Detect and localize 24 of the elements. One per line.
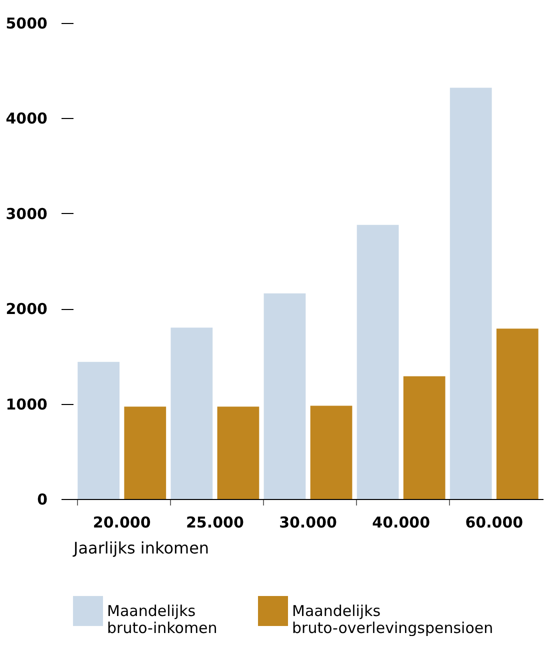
y-tick-label: 2000 [6,300,48,318]
y-tick-label: 1000 [6,395,48,414]
legend-label: Maandelijks bruto-overlevingspensioen [292,602,494,637]
x-axis-title: Jaarlijks inkomen [72,538,210,558]
x-tick-label: 60.000 [465,514,524,532]
bar [124,406,166,499]
x-tick-label: 25.000 [186,514,244,532]
bar [403,376,446,499]
y-tick-label: 4000 [6,110,48,128]
x-tick-label: 20.000 [92,514,151,532]
bar [310,406,352,499]
bar [170,328,213,499]
y-tick-label: 5000 [6,14,48,32]
bar [450,88,492,499]
y-tick-label: 3000 [6,204,48,223]
bar [78,362,120,499]
bar [356,224,399,499]
bar [217,406,260,499]
x-tick-label: 30.000 [279,514,337,532]
y-tick-label: 0 [37,490,48,508]
legend-label: Maandelijks bruto-inkomen [107,602,218,637]
x-tick-label: 40.000 [372,514,430,532]
bar [264,293,306,499]
bar [496,328,538,499]
